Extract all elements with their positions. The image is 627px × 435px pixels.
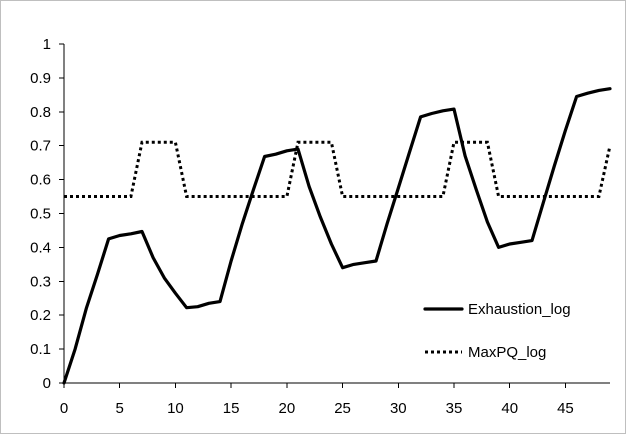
- y-tick-label: 0.6: [30, 172, 51, 189]
- y-tick-label: 0.8: [30, 104, 51, 121]
- y-tick-label: 0.2: [30, 307, 51, 324]
- y-tick-label: 0: [43, 375, 51, 392]
- y-tick-label: 0.7: [30, 138, 51, 155]
- y-tick-label: 0.9: [30, 70, 51, 87]
- series-lines: [62, 87, 612, 385]
- legend-label-maxpq-log: MaxPQ_log: [468, 344, 546, 361]
- x-tick-label: 40: [501, 400, 518, 417]
- x-tick-label: 10: [167, 400, 184, 417]
- x-tick-label: 15: [223, 400, 240, 417]
- x-tick-label: 35: [446, 400, 463, 417]
- x-tick-label: 20: [279, 400, 296, 417]
- series-line-maxpq-log: [64, 140, 612, 198]
- y-tick-label: 0.1: [30, 341, 51, 358]
- series-line-exhaustion-log: [62, 87, 612, 385]
- y-tick-label: 0.5: [30, 206, 51, 223]
- legend-label-exhaustion-log: Exhaustion_log: [468, 301, 571, 318]
- x-tick-label: 0: [60, 400, 68, 417]
- y-tick-label: 1: [43, 36, 51, 53]
- y-axis: 0 0.1 0.2 0.3 0.4 0.5 0.6 0.7 0.8 0.9 1: [30, 36, 65, 392]
- x-tick-label: 25: [334, 400, 351, 417]
- x-tick-label: 5: [116, 400, 124, 417]
- x-tick-label: 45: [557, 400, 574, 417]
- y-tick-label: 0.3: [30, 273, 51, 290]
- x-axis: 0 5 10 15 20 25 30 35 40 45: [60, 382, 610, 417]
- y-tick-label: 0.4: [30, 239, 51, 256]
- x-tick-label: 30: [390, 400, 407, 417]
- legend: Exhaustion_log MaxPQ_log: [423, 301, 571, 361]
